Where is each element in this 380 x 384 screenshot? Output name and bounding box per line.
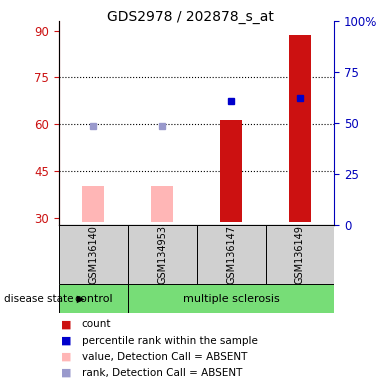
Text: control: control [74, 293, 112, 304]
Bar [197, 225, 266, 284]
Text: GDS2978 / 202878_s_at: GDS2978 / 202878_s_at [106, 10, 274, 23]
Text: ■: ■ [61, 336, 71, 346]
Text: ■: ■ [61, 319, 71, 329]
Bar [59, 225, 128, 284]
Bar [151, 185, 173, 222]
Text: GSM136140: GSM136140 [88, 225, 98, 284]
Text: ■: ■ [61, 352, 71, 362]
Bar [82, 185, 104, 222]
Text: rank, Detection Call = ABSENT: rank, Detection Call = ABSENT [82, 368, 242, 378]
Text: ■: ■ [61, 368, 71, 378]
Text: percentile rank within the sample: percentile rank within the sample [82, 336, 258, 346]
Text: GSM136147: GSM136147 [226, 225, 236, 284]
Bar [128, 284, 334, 313]
Text: multiple sclerosis: multiple sclerosis [183, 293, 279, 304]
Text: count: count [82, 319, 111, 329]
Bar [59, 284, 128, 313]
Bar [220, 120, 242, 222]
Bar [128, 225, 197, 284]
Bar [289, 35, 311, 222]
Bar [266, 225, 334, 284]
Text: GSM136149: GSM136149 [295, 225, 305, 284]
Text: value, Detection Call = ABSENT: value, Detection Call = ABSENT [82, 352, 247, 362]
Text: GSM134953: GSM134953 [157, 225, 167, 284]
Text: disease state ▶: disease state ▶ [4, 293, 84, 304]
